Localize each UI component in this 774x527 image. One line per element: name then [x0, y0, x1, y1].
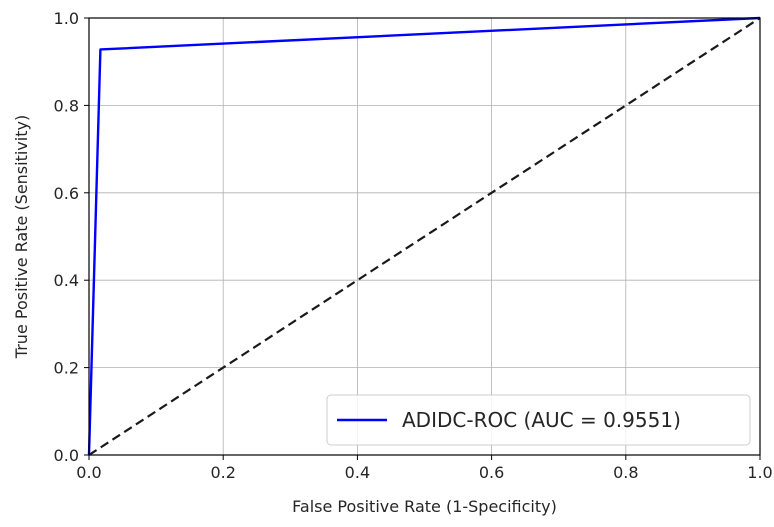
axis-ticks: 0.0 0.2 0.4 0.6 0.8 1.0 0.0 0.2 0.4 0.6 0.8 1.0: [54, 9, 773, 482]
roc-curve-line: [87, 16, 761, 456]
x-axis-label: False Positive Rate (1-Specificity): [292, 497, 557, 516]
y-tick-label: 0.6: [54, 184, 79, 203]
plot-series: [87, 16, 761, 456]
y-tick-label: 1.0: [54, 9, 79, 28]
chance-diagonal-line: [88, 17, 761, 456]
y-tick-label: 0.4: [54, 271, 79, 290]
x-tick-label: 0.8: [613, 463, 638, 482]
x-tick-label: 0.4: [345, 463, 370, 482]
legend-label: ADIDC-ROC (AUC = 0.9551): [402, 408, 681, 432]
x-tick-label: 0.0: [76, 463, 101, 482]
legend: ADIDC-ROC (AUC = 0.9551): [326, 394, 751, 446]
plot-frame: [88, 17, 761, 456]
y-tick-label: 0.0: [54, 446, 79, 465]
y-tick-label: 0.2: [54, 359, 79, 378]
x-tick-label: 0.2: [210, 463, 235, 482]
legend-box: [326, 394, 751, 446]
y-axis-label: True Positive Rate (Sensitivity): [12, 115, 31, 359]
x-tick-label: 0.6: [479, 463, 504, 482]
x-tick-label: 1.0: [747, 463, 772, 482]
y-tick-label: 0.8: [54, 96, 79, 115]
